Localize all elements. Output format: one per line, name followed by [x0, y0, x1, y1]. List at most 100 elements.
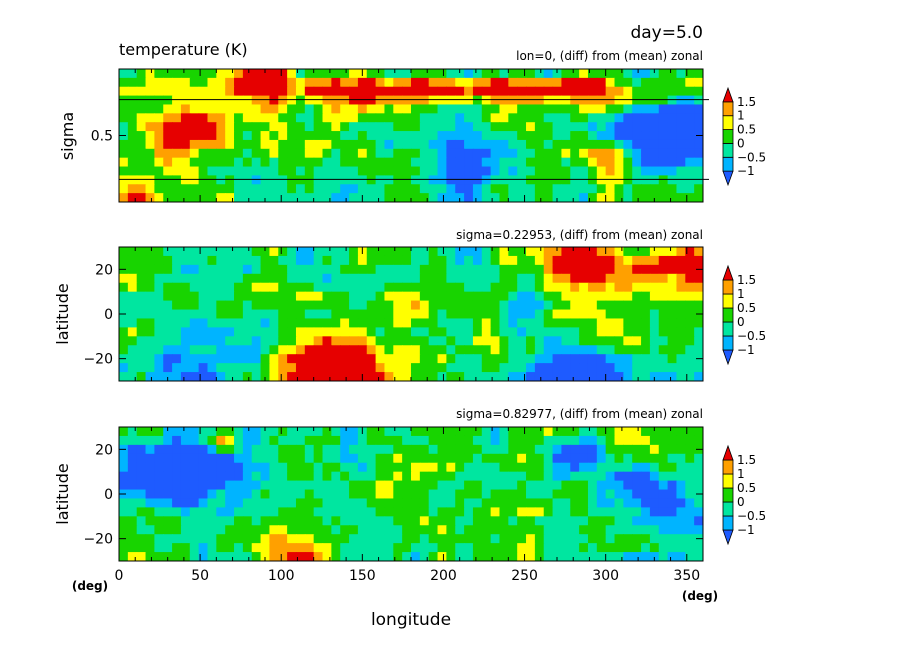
- heatmap-cell: [402, 264, 412, 275]
- heatmap-cell: [676, 95, 686, 106]
- heatmap-cell: [172, 318, 182, 328]
- heatmap-cell: [242, 427, 253, 437]
- heatmap-cell: [614, 247, 624, 257]
- colorbar-label: −1: [737, 343, 755, 357]
- heatmap-cell: [641, 427, 651, 437]
- heatmap-cell: [295, 166, 306, 176]
- heatmap-cell: [587, 363, 598, 373]
- heatmap-cell: [587, 113, 598, 123]
- heatmap-cell: [216, 336, 226, 346]
- heatmap-cell: [517, 175, 527, 185]
- heatmap-cell: [481, 86, 492, 97]
- heatmap-cell: [278, 300, 288, 311]
- heatmap-cell: [198, 354, 209, 364]
- heatmap-cell: [189, 309, 200, 320]
- heatmap-cell: [136, 489, 147, 500]
- heatmap-cell: [340, 309, 350, 320]
- heatmap-cell: [331, 336, 341, 346]
- heatmap-cell: [234, 336, 244, 346]
- heatmap-cell: [375, 264, 386, 275]
- heatmap-cell: [685, 166, 695, 176]
- heatmap-cell: [534, 86, 545, 97]
- heatmap-cell: [623, 166, 633, 176]
- heatmap-cell: [552, 86, 563, 97]
- heatmap-cell: [649, 498, 660, 508]
- heatmap-cell: [163, 336, 173, 346]
- heatmap-cell: [676, 122, 686, 132]
- heatmap-cell: [587, 444, 598, 455]
- heatmap-cell: [411, 543, 421, 553]
- heatmap-cell: [694, 471, 703, 482]
- heatmap-cell: [579, 69, 589, 79]
- heatmap-cell: [499, 444, 509, 455]
- heatmap-cell: [623, 462, 633, 473]
- heatmap-cell: [163, 166, 173, 176]
- heatmap-cell: [180, 552, 191, 561]
- heatmap-cell: [543, 345, 554, 355]
- heatmap-cell: [295, 453, 306, 464]
- heatmap-cell: [304, 534, 315, 544]
- heatmap-cell: [411, 113, 421, 123]
- heatmap-cell: [676, 507, 686, 517]
- heatmap-cell: [596, 507, 607, 517]
- heatmap-cell: [331, 435, 341, 446]
- heatmap-cell: [605, 480, 616, 491]
- heatmap-cell: [180, 525, 191, 535]
- heatmap-cell: [632, 77, 642, 88]
- heatmap-cell: [446, 327, 456, 337]
- heatmap-cell: [207, 157, 217, 168]
- heatmap-cell: [464, 255, 474, 266]
- heatmap-cell: [234, 166, 244, 176]
- heatmap-cell: [455, 157, 465, 168]
- x-tick-label: 300: [592, 568, 619, 584]
- colorbar-label: 0.5: [737, 481, 756, 495]
- heatmap-cell: [313, 471, 324, 482]
- heatmap-cell: [384, 444, 394, 455]
- heatmap-cell: [304, 291, 315, 302]
- heatmap-cell: [189, 336, 200, 346]
- heatmap-cell: [384, 336, 394, 346]
- heatmap-cell: [641, 157, 651, 168]
- heatmap-cell: [667, 282, 678, 293]
- heatmap-cell: [534, 291, 545, 302]
- heatmap-cell: [658, 453, 669, 464]
- heatmap-cell: [508, 336, 518, 346]
- heatmap-cell: [393, 264, 403, 275]
- heatmap-cell: [313, 525, 324, 535]
- heatmap-cell: [198, 318, 209, 328]
- heatmap-cell: [428, 273, 439, 284]
- heatmap-cell: [393, 157, 403, 168]
- heatmap-cell: [411, 480, 421, 491]
- heatmap-cell: [304, 264, 315, 275]
- heatmap-cell: [481, 282, 492, 293]
- heatmap-cell: [216, 139, 226, 150]
- heatmap-cell: [561, 95, 571, 106]
- heatmap-cell: [508, 247, 518, 257]
- heatmap-cell: [685, 318, 695, 328]
- heatmap-cell: [322, 435, 332, 446]
- heatmap-cell: [464, 157, 474, 168]
- heatmap-cell: [172, 104, 182, 114]
- heatmap-cell: [676, 534, 686, 544]
- heatmap-cell: [490, 525, 501, 535]
- colorbar-label: 0: [737, 136, 745, 150]
- heatmap-cell: [490, 309, 501, 320]
- heatmap-cell: [570, 444, 580, 455]
- heatmap-cell: [490, 516, 501, 526]
- heatmap-cell: [304, 77, 315, 88]
- heatmap-cell: [163, 345, 173, 355]
- heatmap-cell: [552, 255, 563, 266]
- heatmap-cell: [499, 282, 509, 293]
- heatmap-cell: [260, 318, 271, 328]
- heatmap-cell: [269, 139, 279, 150]
- heatmap-cell: [649, 534, 660, 544]
- heatmap-cell: [393, 139, 403, 150]
- heatmap-cell: [287, 489, 297, 500]
- heatmap-cell: [180, 372, 191, 381]
- heatmap-cell: [437, 86, 447, 97]
- heatmap-cell: [189, 516, 200, 526]
- heatmap-cell: [278, 193, 288, 202]
- heatmap-cell: [419, 86, 430, 97]
- heatmap-cell: [384, 95, 394, 106]
- heatmap-cell: [543, 336, 554, 346]
